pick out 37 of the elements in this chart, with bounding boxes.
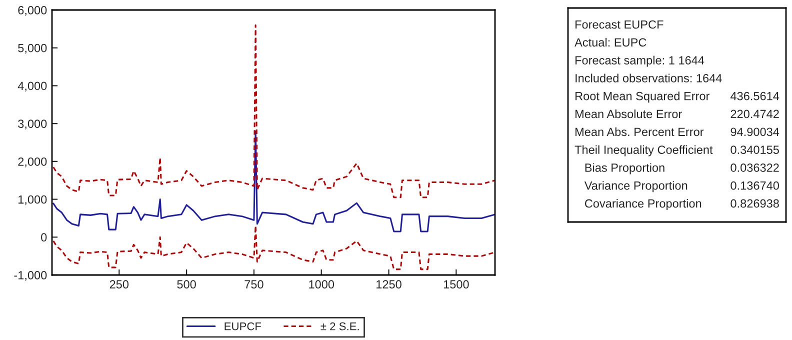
text: 0.036322 xyxy=(730,164,779,172)
category-label: Mean Abs. Percent Error xyxy=(576,127,704,136)
text: 436.5614 xyxy=(730,92,780,100)
y-tick-label: 4,000 xyxy=(18,82,47,92)
x-tick-label: 500 xyxy=(177,280,196,289)
text: Included observations: 1644 xyxy=(576,74,722,82)
line-series xyxy=(52,24,495,198)
legend-label: ± 2 S.E. xyxy=(320,322,359,330)
x-tick-label: 750 xyxy=(244,280,264,289)
legend-label: EUPCF xyxy=(224,322,262,330)
text: Forecast EUPCF xyxy=(576,20,664,29)
category-label: Covariance Proportion xyxy=(584,198,702,210)
y-tick-label: 2,000 xyxy=(18,157,47,168)
category-label: Variance Proportion xyxy=(584,181,688,192)
category-label: Theil Inequality Coefficient xyxy=(574,145,713,156)
text: Actual: EUPC xyxy=(574,38,646,47)
category-label: Mean Absolute Error xyxy=(576,110,682,118)
y-tick-label: 1,000 xyxy=(18,195,47,206)
x-tick-label: 250 xyxy=(110,280,129,289)
line-series xyxy=(52,225,495,270)
text: 0.340155 xyxy=(730,146,779,154)
y-tick-label: -1,000 xyxy=(14,271,47,281)
x-tick-label: 1250 xyxy=(376,280,402,289)
text: 0.826938 xyxy=(730,199,779,208)
text: 0.136740 xyxy=(730,181,780,190)
x-tick-label: 1500 xyxy=(444,280,469,289)
line-series xyxy=(52,130,495,232)
text: 94.90034 xyxy=(730,128,780,136)
category-label: Bias Proportion xyxy=(585,163,664,174)
x-tick-label: 1000 xyxy=(309,280,334,289)
y-tick-label: 3,000 xyxy=(18,120,47,130)
y-tick-label: 5,000 xyxy=(18,44,47,54)
y-tick-label: 0 xyxy=(41,233,47,242)
text: 220.4742 xyxy=(730,110,779,118)
y-tick-label: 6,000 xyxy=(18,6,47,16)
category-label: Root Mean Squared Error xyxy=(576,92,710,103)
text: Forecast sample: 1 1644 xyxy=(576,56,704,67)
